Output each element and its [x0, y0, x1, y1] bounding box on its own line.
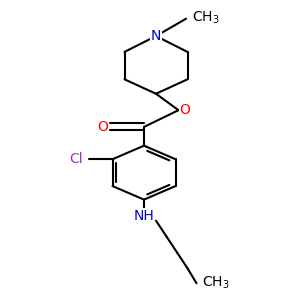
Text: O: O [180, 103, 190, 117]
Text: CH$_3$: CH$_3$ [202, 275, 230, 292]
Text: O: O [98, 120, 108, 134]
Text: CH$_3$: CH$_3$ [192, 9, 220, 26]
Text: Cl: Cl [70, 152, 83, 166]
Text: N: N [151, 29, 161, 43]
Text: NH: NH [134, 209, 154, 223]
